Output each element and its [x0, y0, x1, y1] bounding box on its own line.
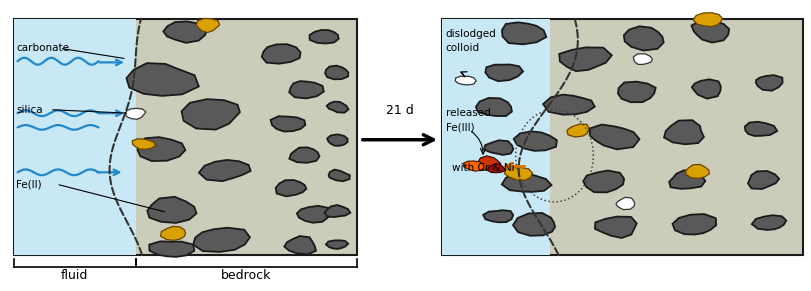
Polygon shape [289, 147, 319, 163]
Polygon shape [327, 134, 347, 146]
Polygon shape [132, 139, 156, 149]
Polygon shape [483, 210, 513, 222]
Polygon shape [125, 108, 146, 119]
Text: colloid: colloid [445, 43, 479, 53]
Polygon shape [633, 54, 651, 64]
Polygon shape [684, 164, 709, 178]
Text: with Cr & Ni: with Cr & Ni [452, 163, 514, 173]
Polygon shape [483, 140, 513, 155]
Text: 21 d: 21 d [385, 104, 414, 117]
Polygon shape [276, 180, 306, 196]
Polygon shape [582, 171, 624, 192]
Polygon shape [462, 161, 483, 171]
Polygon shape [559, 47, 611, 71]
Polygon shape [487, 164, 504, 173]
Bar [442, 19, 550, 255]
Polygon shape [270, 116, 305, 132]
Polygon shape [326, 102, 348, 113]
Polygon shape [691, 79, 720, 99]
Polygon shape [594, 217, 636, 238]
Polygon shape [751, 215, 785, 230]
Text: carbonate: carbonate [16, 43, 69, 53]
Polygon shape [691, 21, 728, 42]
Polygon shape [199, 160, 251, 181]
Polygon shape [475, 98, 511, 116]
Polygon shape [668, 170, 705, 189]
Polygon shape [127, 63, 199, 96]
Polygon shape [663, 120, 703, 144]
Polygon shape [193, 228, 250, 252]
Polygon shape [289, 81, 324, 98]
Polygon shape [284, 236, 315, 254]
Bar [14, 19, 135, 255]
Polygon shape [616, 197, 634, 210]
Polygon shape [747, 171, 779, 189]
Polygon shape [325, 240, 348, 249]
Polygon shape [182, 99, 239, 129]
Polygon shape [755, 75, 782, 91]
Bar [14, 19, 357, 255]
Text: Fe(II): Fe(II) [16, 179, 41, 189]
Polygon shape [501, 173, 551, 192]
Bar [442, 19, 801, 255]
Polygon shape [196, 18, 219, 33]
Polygon shape [455, 76, 475, 85]
Polygon shape [163, 22, 207, 43]
Polygon shape [623, 26, 663, 51]
Text: released: released [445, 108, 490, 118]
Text: silica: silica [16, 105, 42, 115]
Polygon shape [161, 226, 185, 240]
Polygon shape [474, 156, 500, 170]
Text: Fe(III): Fe(III) [445, 123, 474, 132]
Polygon shape [485, 65, 522, 81]
Polygon shape [744, 122, 776, 136]
Polygon shape [147, 197, 196, 223]
Polygon shape [137, 137, 185, 161]
Polygon shape [513, 213, 555, 236]
Polygon shape [589, 125, 639, 149]
Polygon shape [501, 22, 546, 44]
Polygon shape [617, 82, 654, 102]
Polygon shape [324, 205, 350, 217]
Polygon shape [149, 241, 194, 257]
Polygon shape [504, 167, 532, 180]
Polygon shape [693, 13, 722, 26]
Text: dislodged: dislodged [445, 29, 496, 39]
Polygon shape [513, 131, 556, 151]
Polygon shape [324, 66, 348, 79]
Polygon shape [261, 44, 300, 64]
Polygon shape [566, 124, 588, 137]
Polygon shape [328, 170, 350, 181]
Text: fluid: fluid [61, 269, 88, 282]
Polygon shape [297, 206, 331, 223]
Text: bedrock: bedrock [221, 269, 272, 282]
Polygon shape [309, 30, 338, 43]
Polygon shape [672, 214, 715, 235]
Polygon shape [543, 95, 594, 115]
